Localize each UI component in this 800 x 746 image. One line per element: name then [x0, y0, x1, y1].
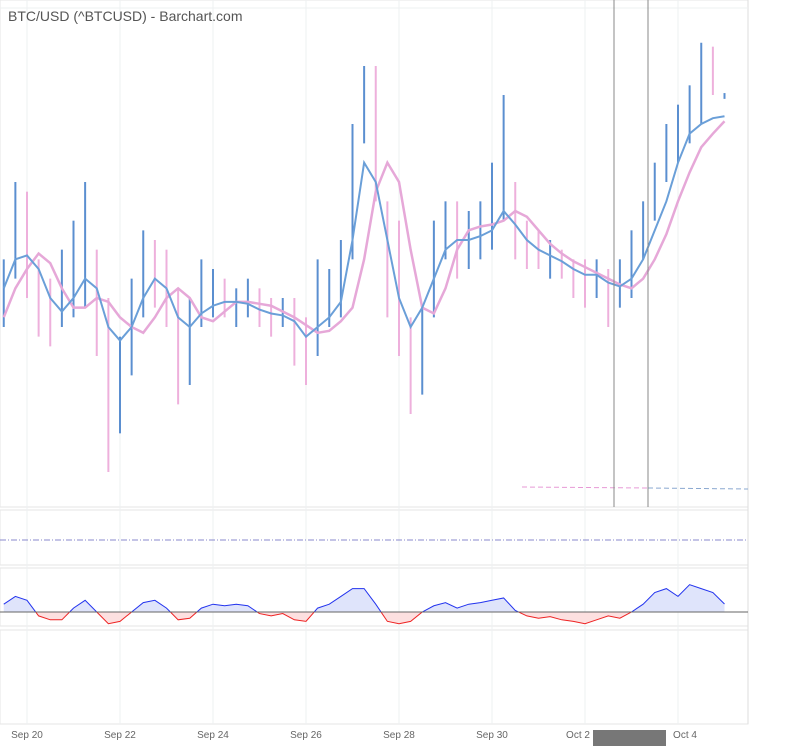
x-tick-label: Sep 22: [104, 730, 136, 741]
x-tick-label: Sep 30: [476, 730, 508, 741]
x-tick-label: Sep 24: [197, 730, 229, 741]
slow-ma-line: [2, 120, 726, 335]
price-bars: [2, 42, 726, 472]
panel-frame: [0, 509, 749, 566]
panel-frame: [0, 0, 749, 508]
panel-frame: [0, 629, 749, 725]
crosshair-label-bg: [593, 730, 666, 746]
fast-ma-line: [2, 115, 725, 343]
x-tick-label: Sep 26: [290, 730, 322, 741]
chart-title: BTC/USD (^BTCUSD) - Barchart.com: [8, 8, 243, 24]
x-tick-label: Sep 28: [383, 730, 415, 741]
x-tick-label: Sep 20: [11, 730, 43, 741]
osc2-fill-below: [3, 612, 725, 624]
osc2-line-above: [3, 584, 725, 612]
osc2-fill-above: [3, 584, 725, 612]
x-tick-label: Oct 4: [673, 730, 697, 741]
dashed-line-blue: [647, 487, 749, 490]
osc2-line-below: [35, 612, 633, 625]
dashed-line-pink: [521, 486, 649, 489]
x-tick-label: Oct 2: [566, 730, 590, 741]
